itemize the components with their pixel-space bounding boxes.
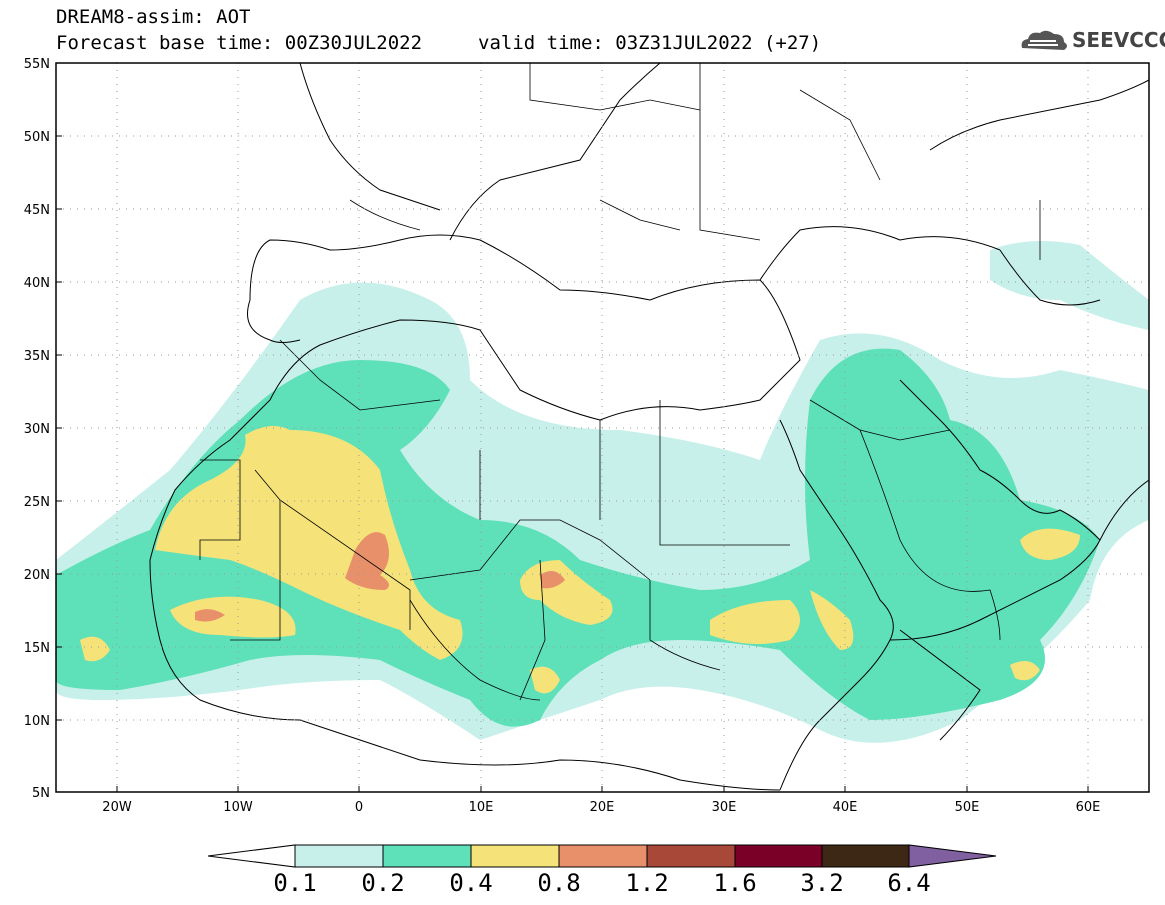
colorbar-low-triangle [207, 844, 296, 868]
colorbar-swatch [821, 844, 910, 868]
axis-ticks [56, 62, 1089, 792]
colorbar-label: 0.4 [449, 869, 493, 897]
valid-time: valid time: 03Z31JUL2022 (+27) [478, 32, 822, 54]
lat-label: 10N [24, 714, 50, 729]
lon-label: 10E [469, 800, 494, 815]
aot-contours [56, 63, 1149, 791]
lon-label: 20W [102, 800, 132, 815]
lon-label: 50E [955, 800, 980, 815]
colorbar-swatch [470, 844, 560, 868]
lat-label: 20N [24, 568, 50, 583]
lon-label: 0 [355, 800, 363, 815]
lat-label: 40N [24, 276, 50, 291]
graticule [56, 63, 1149, 792]
colorbar-label: 0.8 [537, 869, 581, 897]
colorbar-swatch [382, 844, 472, 868]
colorbar-high-triangle [908, 844, 997, 868]
seevccc-logo-text: SEEVCCC [1072, 28, 1165, 52]
lat-label: 15N [24, 641, 50, 656]
colorbar-label: 0.1 [273, 869, 317, 897]
colorbar-label: 1.6 [713, 869, 757, 897]
coastlines [149, 63, 1149, 791]
lat-label: 55N [24, 57, 50, 72]
lat-label: 30N [24, 422, 50, 437]
lat-label: 35N [24, 349, 50, 364]
map-title: DREAM8-assim: AOT [56, 6, 251, 28]
colorbar-label: 6.4 [887, 869, 931, 897]
cloud-icon [1021, 30, 1067, 50]
lon-label: 40E [833, 800, 858, 815]
colorbar-swatch [646, 844, 736, 868]
colorbar [207, 844, 997, 868]
lat-label: 50N [24, 130, 50, 145]
colorbar-swatch [734, 844, 823, 868]
forecast-base-time: Forecast base time: 00Z30JUL2022 [56, 32, 423, 54]
lon-label: 10W [223, 800, 253, 815]
latitude-labels: 55N 50N 45N 40N 35N 30N 25N 20N 15N 10N … [24, 57, 50, 801]
lon-label: 20E [590, 800, 615, 815]
lat-label: 45N [24, 203, 50, 218]
colorbar-swatch [558, 844, 648, 868]
colorbar-swatch [294, 844, 384, 868]
colorbar-label: 1.2 [625, 869, 669, 897]
lat-label: 25N [24, 495, 50, 510]
colorbar-label: 3.2 [800, 869, 844, 897]
lat-label: 5N [32, 786, 50, 801]
lon-label: 60E [1076, 800, 1101, 815]
country-borders [199, 63, 1041, 701]
longitude-labels: 20W 10W 0 10E 20E 30E 40E 50E 60E [102, 800, 1100, 815]
lon-label: 30E [712, 800, 737, 815]
colorbar-label: 0.2 [361, 869, 405, 897]
